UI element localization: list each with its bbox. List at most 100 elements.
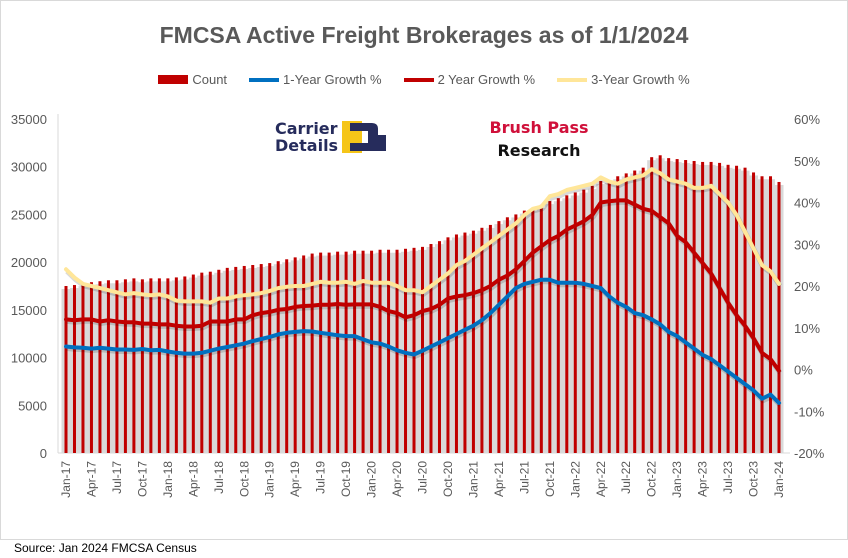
x-tick-label: Jan-21 — [466, 461, 480, 498]
x-tick-label: Oct-22 — [645, 461, 659, 497]
x-tick-label: Jul-17 — [110, 461, 124, 494]
legend-swatch-2y — [403, 77, 434, 82]
legend-item-1y: 1-Year Growth % — [249, 72, 382, 87]
count-bar — [123, 279, 127, 453]
y-right-tick-label: 10% — [794, 321, 820, 336]
count-bar — [735, 165, 739, 453]
count-bar — [285, 259, 289, 453]
count-bar — [251, 265, 255, 453]
count-bar — [132, 278, 136, 453]
count-bar — [684, 160, 688, 453]
x-tick-label: Jul-18 — [212, 461, 226, 494]
chart-title: FMCSA Active Freight Brokerages as of 1/… — [159, 22, 689, 48]
source-note: Source: Jan 2024 FMCSA Census — [14, 541, 197, 555]
count-bar — [539, 204, 543, 453]
legend-swatch-1y — [249, 77, 280, 82]
count-bar — [268, 263, 272, 453]
y-right-tick-label: -20% — [794, 446, 825, 461]
x-tick-label: Jul-22 — [619, 461, 633, 494]
y-left-tick-label: 10000 — [11, 351, 47, 366]
count-bar — [607, 180, 611, 453]
count-bar — [336, 251, 340, 453]
x-tick-label: Oct-21 — [543, 461, 557, 497]
count-bar — [556, 198, 560, 453]
count-bar — [387, 249, 391, 453]
count-bar — [743, 167, 747, 453]
x-tick-label: Apr-21 — [492, 461, 506, 497]
logo-text: Brush Pass — [489, 118, 589, 137]
legend-label: 1-Year Growth % — [283, 72, 382, 87]
growth-2y-line — [64, 198, 781, 373]
count-bar — [115, 280, 119, 453]
count-bar — [463, 232, 467, 453]
count-bar — [590, 185, 594, 454]
count-bar — [658, 155, 662, 453]
count-bar — [675, 159, 679, 453]
x-tick-label: Jul-23 — [721, 461, 735, 494]
x-tick-label: Apr-17 — [84, 461, 98, 497]
x-tick-label: Apr-22 — [594, 461, 608, 497]
legend-label: 3-Year Growth % — [591, 72, 690, 87]
count-bar — [344, 251, 348, 453]
logo-text: Details — [275, 136, 339, 155]
count-bar — [437, 241, 441, 453]
count-bar — [497, 221, 501, 453]
count-bar — [454, 234, 458, 453]
count-bar — [208, 271, 212, 453]
count-bar — [726, 164, 730, 453]
legend-item-count: Count — [158, 72, 227, 87]
legend-label: 2 Year Growth % — [437, 72, 536, 87]
count-bar — [302, 255, 306, 453]
y-right-tick-label: 60% — [794, 112, 820, 127]
y-right-tick-label: 30% — [794, 237, 820, 252]
y-right-tick-label: 50% — [794, 154, 820, 169]
y-left-tick-label: 15000 — [11, 303, 47, 318]
y-right-tick-label: 0% — [794, 363, 813, 378]
count-bar — [276, 261, 280, 453]
x-tick-label: Oct-18 — [237, 461, 251, 497]
legend-item-2y: 2 Year Growth % — [403, 72, 536, 87]
count-bar — [692, 160, 696, 453]
x-tick-label: Jul-19 — [314, 461, 328, 494]
count-bar — [701, 161, 705, 453]
y-left-tick-label: 5000 — [18, 398, 47, 413]
count-bar — [769, 176, 773, 453]
count-bar — [599, 181, 603, 453]
count-bar — [624, 173, 628, 453]
x-tick-label: Oct-23 — [747, 461, 761, 497]
count-bar — [64, 286, 68, 453]
count-bar — [191, 274, 195, 453]
y-right-tick-label: -10% — [794, 404, 825, 419]
carrier-details-logo-mark-icon — [342, 121, 387, 153]
count-bar — [522, 210, 526, 453]
count-bar — [752, 172, 756, 453]
count-bar — [573, 192, 577, 454]
x-tick-label: Jul-21 — [517, 461, 531, 494]
y-left-tick-label: 20000 — [11, 255, 47, 270]
count-bar — [217, 269, 221, 453]
count-bar — [149, 278, 153, 453]
x-tick-label: Oct-19 — [339, 461, 353, 497]
count-bar — [488, 224, 492, 453]
count-bar — [234, 266, 238, 453]
count-bar — [174, 277, 178, 453]
count-bar — [531, 207, 535, 453]
x-tick-label: Apr-19 — [288, 461, 302, 497]
x-tick-label: Jul-20 — [416, 461, 430, 494]
x-tick-label: Jan-24 — [772, 461, 786, 498]
x-tick-label: Oct-17 — [135, 461, 149, 497]
y-left-tick-label: 35000 — [11, 112, 47, 127]
count-bar — [89, 282, 93, 453]
count-bar — [140, 279, 144, 453]
y-right-tick-label: 20% — [794, 279, 820, 294]
x-tick-label: Oct-20 — [441, 461, 455, 497]
count-bar — [361, 250, 365, 453]
y-right-tick-label: 40% — [794, 196, 820, 211]
count-bar — [242, 265, 246, 453]
x-tick-label: Jan-20 — [365, 461, 379, 498]
count-bar — [616, 176, 620, 453]
count-bar — [319, 252, 323, 453]
count-bar — [98, 281, 102, 453]
count-bar — [505, 217, 509, 453]
count-bar — [327, 252, 331, 453]
